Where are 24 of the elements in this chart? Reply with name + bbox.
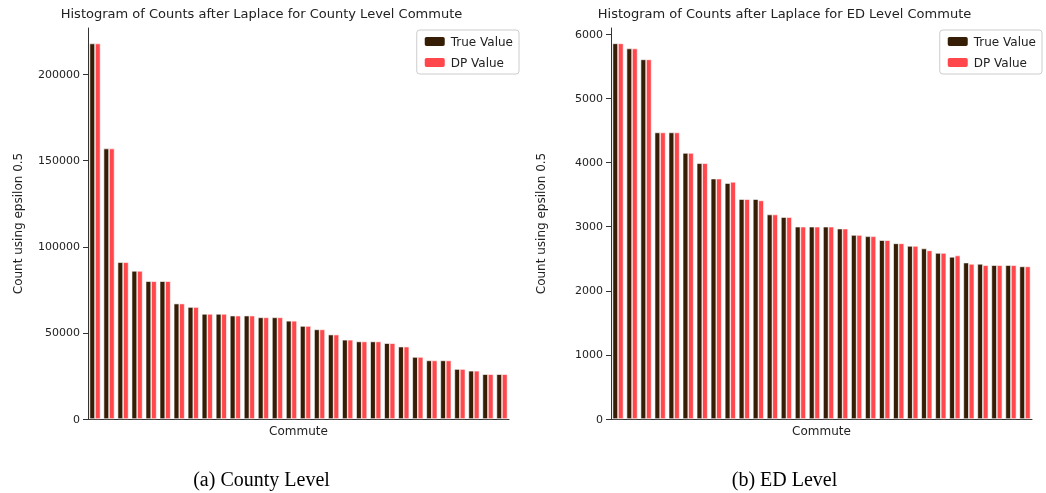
y-tick-label: 200000 bbox=[38, 68, 80, 82]
y-axis-title: Count using epsilon 0.5 bbox=[11, 152, 25, 295]
y-tick-label: 6000 bbox=[575, 27, 603, 41]
y-tick-label: 150000 bbox=[38, 154, 80, 168]
legend-label: DP Value bbox=[450, 55, 504, 70]
legend-label: True Value bbox=[449, 34, 514, 49]
x-axis-title: Commute bbox=[792, 424, 851, 438]
legend-label: DP Value bbox=[973, 55, 1027, 70]
y-tick-label: 0 bbox=[596, 412, 603, 426]
y-tick-label: 1000 bbox=[575, 348, 603, 362]
chart-title: Histogram of Counts after Laplace for ED Level Commute bbox=[597, 6, 972, 21]
y-tick-label: 4000 bbox=[575, 156, 603, 170]
x-axis-title: Commute bbox=[269, 424, 328, 438]
y-tick-label: 100000 bbox=[38, 240, 80, 254]
chart-title: Histogram of Counts after Laplace for County Level Commute bbox=[60, 6, 463, 21]
y-tick-label: 50000 bbox=[45, 326, 80, 340]
y-tick-label: 0 bbox=[73, 412, 80, 426]
y-axis-title: Count using epsilon 0.5 bbox=[534, 152, 548, 295]
text: (b) ED Level bbox=[731, 468, 838, 491]
y-tick-label: 5000 bbox=[575, 92, 603, 106]
text: (a) County Level bbox=[193, 468, 331, 491]
legend-label: True Value bbox=[972, 34, 1037, 49]
y-tick-label: 3000 bbox=[575, 220, 603, 234]
y-tick-label: 2000 bbox=[575, 284, 603, 298]
